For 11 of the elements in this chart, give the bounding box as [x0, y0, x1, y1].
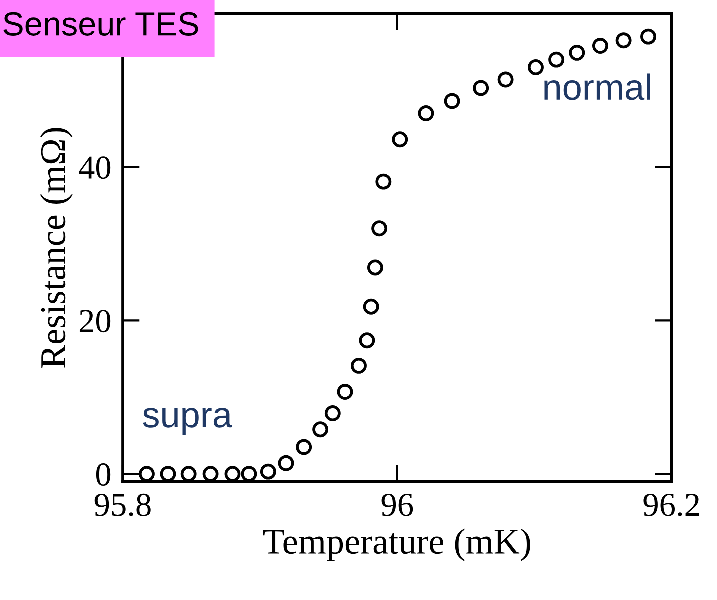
- y-axis-title: Resistance (mΩ): [40, 128, 73, 368]
- annotation: normal: [544, 74, 650, 100]
- chart-title: Senseur TES: [4, 12, 198, 36]
- annotation: supra: [143, 408, 233, 435]
- x-tick-label: 95.8: [94, 494, 151, 517]
- x-tick-label: 96: [382, 494, 414, 516]
- y-tick-label: 40: [79, 156, 111, 180]
- x-axis-title: Temperature (mK): [263, 528, 530, 562]
- y-tick-label: 0: [96, 464, 111, 486]
- y-tick-label: 20: [80, 310, 111, 333]
- x-tick-label: 96.2: [644, 494, 700, 517]
